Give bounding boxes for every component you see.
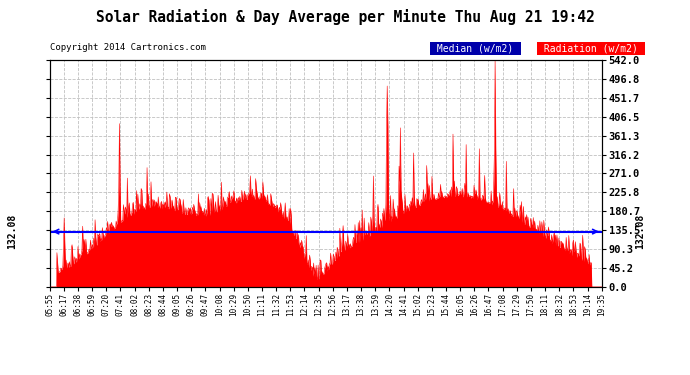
Text: 132.08: 132.08	[635, 214, 644, 249]
Text: Copyright 2014 Cartronics.com: Copyright 2014 Cartronics.com	[50, 43, 206, 52]
Text: Solar Radiation & Day Average per Minute Thu Aug 21 19:42: Solar Radiation & Day Average per Minute…	[96, 9, 594, 26]
Text: 132.08: 132.08	[7, 214, 17, 249]
Text: Radiation (w/m2): Radiation (w/m2)	[538, 43, 644, 53]
Text: Median (w/m2): Median (w/m2)	[431, 43, 520, 53]
